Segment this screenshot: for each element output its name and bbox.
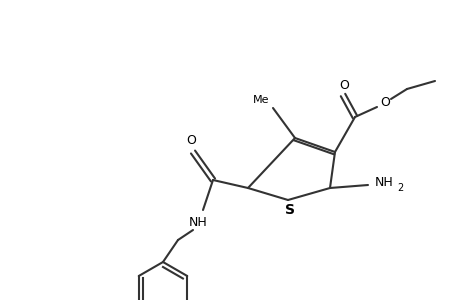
- Text: O: O: [185, 134, 196, 146]
- Text: O: O: [379, 95, 389, 109]
- Text: 2: 2: [396, 183, 402, 193]
- Text: S: S: [285, 203, 294, 217]
- Text: NH: NH: [374, 176, 392, 190]
- Text: NH: NH: [188, 215, 207, 229]
- Text: Me: Me: [252, 95, 269, 105]
- Text: O: O: [338, 79, 348, 92]
